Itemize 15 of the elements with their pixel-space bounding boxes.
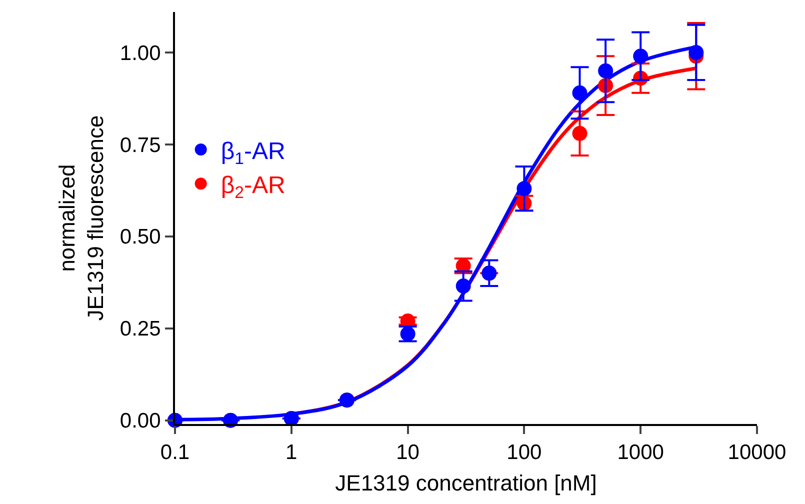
- legend-label: β$_{2}$-AR: [220, 172, 286, 202]
- x-tick-label: 10: [396, 441, 420, 464]
- y-tick-label: 0.50: [120, 226, 161, 249]
- y-tick-label: 1.00: [120, 42, 161, 65]
- y-tick-label: 0.75: [120, 134, 161, 157]
- legend-label: β$_{1}$-AR: [220, 138, 286, 168]
- x-tick-label: 100: [506, 441, 542, 464]
- y-tick-label: 0.00: [120, 410, 161, 433]
- x-tick-label: 1000: [617, 441, 664, 464]
- x-tick-label: 10000: [728, 441, 786, 464]
- y-tick-label: 0.25: [120, 318, 161, 341]
- x-tick-label: 1: [286, 441, 298, 464]
- y-axis-title: normalized JE1319 fluorescence: [54, 115, 108, 321]
- x-tick-label: 0.1: [160, 441, 190, 464]
- x-axis-title: JE1319 concentration [nM]: [335, 470, 597, 496]
